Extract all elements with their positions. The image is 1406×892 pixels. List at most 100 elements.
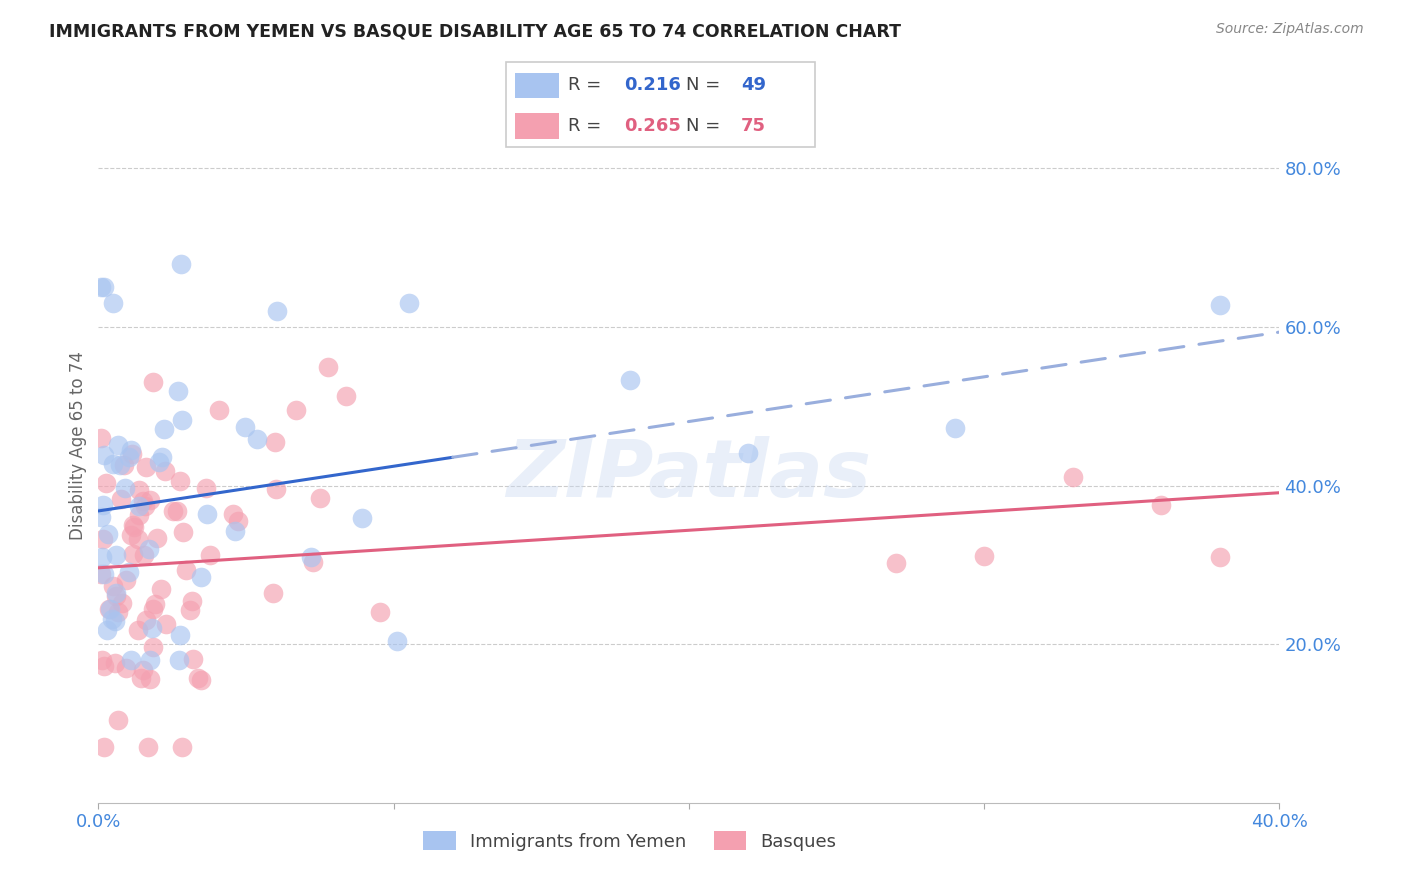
Point [350, 511, 373, 525]
Text: 75: 75 [741, 117, 766, 135]
Point [105, 589, 128, 603]
Point [226, 514, 249, 528]
Point [96, 623, 118, 637]
Point [127, 624, 149, 638]
Point [619, 373, 641, 387]
Point [166, 503, 188, 517]
Point [301, 555, 323, 569]
Point [107, 713, 129, 727]
Point [128, 483, 150, 497]
Point [1209, 298, 1232, 312]
Point [170, 257, 193, 271]
Point [121, 517, 143, 532]
Point [398, 296, 420, 310]
Point [142, 375, 165, 389]
Point [90, 549, 112, 564]
Point [96, 527, 118, 541]
Point [1150, 498, 1173, 512]
Y-axis label: Disability Age 65 to 74: Disability Age 65 to 74 [69, 351, 87, 541]
Point [262, 586, 284, 600]
Point [153, 422, 176, 436]
Point [148, 455, 170, 469]
Point [108, 458, 131, 472]
Point [150, 450, 173, 465]
Point [285, 403, 308, 417]
Text: IMMIGRANTS FROM YEMEN VS BASQUE DISABILITY AGE 65 TO 74 CORRELATION CHART: IMMIGRANTS FROM YEMEN VS BASQUE DISABILI… [49, 22, 901, 40]
Point [105, 548, 128, 562]
Text: R =: R = [568, 117, 607, 135]
Point [167, 384, 190, 398]
Point [98, 601, 121, 615]
Point [1062, 469, 1084, 483]
Point [224, 524, 246, 539]
Point [132, 493, 155, 508]
Point [146, 532, 169, 546]
Point [107, 438, 129, 452]
Point [142, 602, 165, 616]
Point [195, 481, 218, 495]
Point [316, 359, 339, 374]
Point [90, 566, 112, 581]
Point [114, 573, 136, 587]
Point [91, 498, 114, 512]
Point [233, 419, 256, 434]
Point [107, 605, 129, 619]
Point [104, 614, 127, 628]
Point [93, 566, 115, 581]
Point [118, 450, 141, 464]
Point [181, 652, 204, 666]
Point [368, 605, 391, 619]
Point [98, 602, 121, 616]
Point [104, 656, 127, 670]
Point [93, 448, 115, 462]
Point [132, 663, 155, 677]
Point [93, 280, 115, 294]
Point [190, 570, 212, 584]
Point [335, 389, 357, 403]
Text: N =: N = [686, 77, 725, 95]
Point [120, 443, 142, 458]
Point [145, 597, 167, 611]
Point [197, 508, 219, 522]
Point [105, 586, 128, 600]
Point [114, 481, 136, 495]
Point [122, 520, 145, 534]
Point [90, 432, 112, 446]
Point [128, 508, 150, 522]
Point [142, 640, 165, 655]
Legend: Immigrants from Yemen, Basques: Immigrants from Yemen, Basques [416, 824, 844, 858]
Point [172, 740, 194, 755]
Point [139, 672, 162, 686]
Point [308, 491, 330, 505]
Point [141, 622, 163, 636]
Point [176, 563, 198, 577]
Point [127, 532, 149, 546]
Point [207, 402, 229, 417]
Point [93, 740, 115, 755]
Point [266, 304, 288, 318]
Point [155, 616, 177, 631]
Point [884, 556, 907, 570]
Point [187, 671, 209, 685]
Point [93, 659, 115, 673]
Text: 49: 49 [741, 77, 766, 95]
Point [169, 475, 191, 489]
Point [169, 627, 191, 641]
Point [103, 457, 125, 471]
Point [100, 612, 122, 626]
Point [385, 634, 408, 648]
Point [110, 491, 132, 506]
Point [246, 432, 269, 446]
Point [129, 671, 152, 685]
Point [134, 500, 156, 514]
Point [162, 503, 184, 517]
Point [90, 280, 112, 294]
Point [190, 673, 212, 687]
Point [138, 493, 160, 508]
Point [118, 566, 141, 580]
Text: R =: R = [568, 77, 607, 95]
Point [169, 653, 191, 667]
Point [153, 464, 176, 478]
Point [115, 661, 138, 675]
Point [121, 447, 143, 461]
